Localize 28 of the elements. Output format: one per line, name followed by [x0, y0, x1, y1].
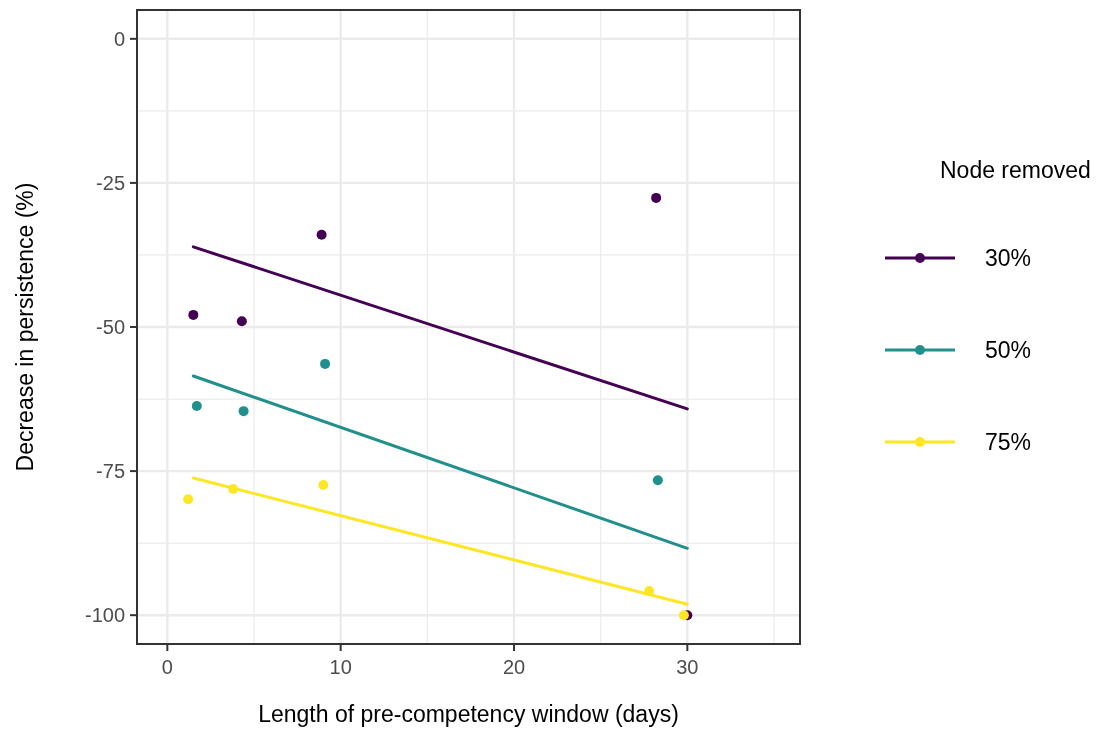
point	[652, 475, 663, 486]
y-tick-label: -75	[96, 460, 125, 483]
x-axis-title: Length of pre-competency window (days)	[258, 701, 679, 727]
x-tick-label: 30	[676, 656, 699, 678]
point	[236, 316, 247, 327]
legend-title: Node removed	[940, 157, 1091, 183]
y-axis-title: Decrease in persistence (%)	[12, 182, 38, 472]
legend-label: 50%	[985, 337, 1032, 364]
y-tick-label: -50	[96, 316, 125, 338]
point	[188, 309, 199, 320]
point	[238, 406, 249, 417]
point	[320, 358, 331, 369]
point	[651, 192, 662, 203]
point	[228, 483, 239, 494]
point	[644, 585, 655, 596]
x-tick-label: 10	[329, 656, 352, 678]
point	[678, 610, 689, 621]
y-tick-label: 0	[113, 27, 125, 50]
y-tick-label: -100	[84, 604, 125, 627]
legend-label: 75%	[985, 429, 1032, 456]
point	[316, 229, 327, 240]
y-tick-label: -25	[96, 171, 125, 194]
legend-label: 30%	[985, 245, 1032, 272]
x-tick-label: 20	[502, 656, 526, 678]
x-tick-label: 0	[161, 656, 173, 678]
point	[191, 400, 202, 411]
point	[183, 494, 194, 505]
point	[318, 479, 329, 490]
